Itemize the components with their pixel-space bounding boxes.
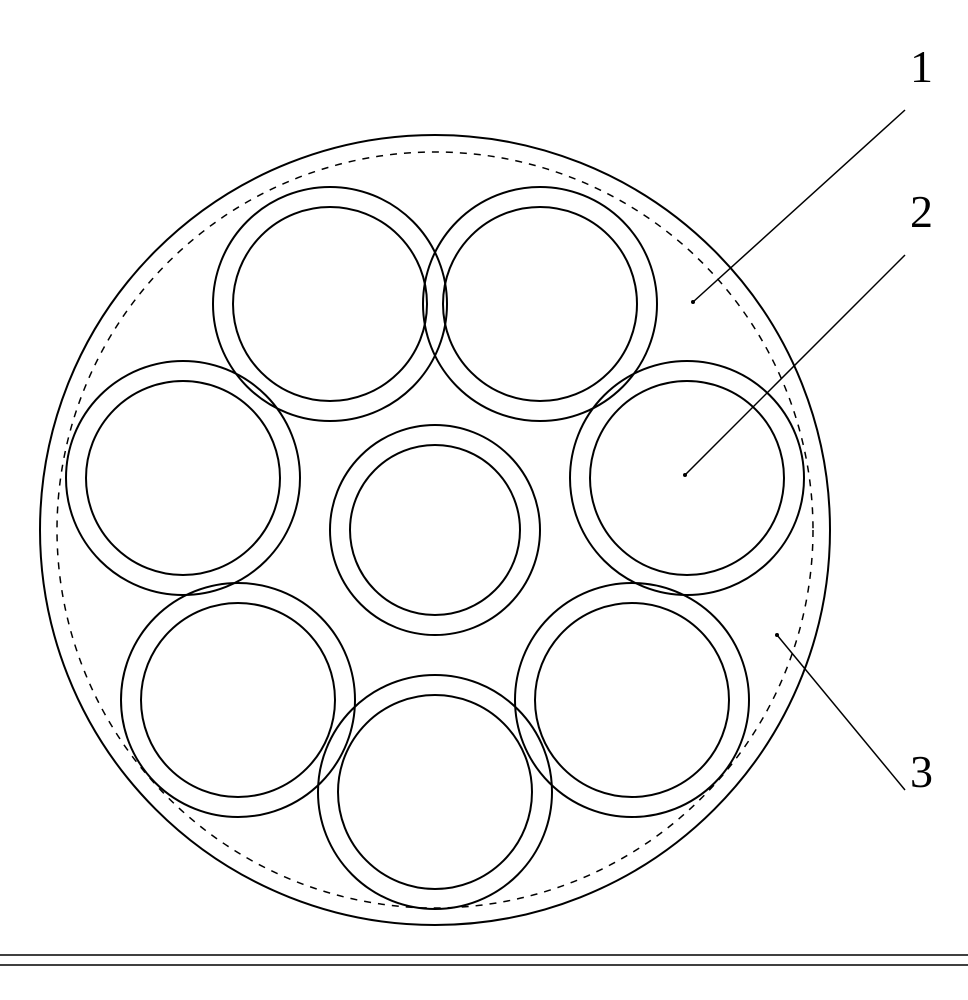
ring-holes [66, 187, 804, 909]
diagram-svg [0, 0, 968, 1000]
leader-line-1 [693, 110, 905, 302]
ring-hole-5 [121, 583, 355, 817]
leader-dot-1 [691, 300, 695, 304]
ring-hole-6 [66, 361, 300, 595]
callout-label-1: 1 [910, 40, 933, 93]
leader-line-3 [777, 635, 905, 790]
callout-label-3: 3 [910, 745, 933, 798]
leader-dot-2 [683, 473, 687, 477]
ring-hole-1 [423, 187, 657, 421]
center-hole [330, 425, 540, 635]
frame-lines [0, 955, 968, 965]
ring-hole-2 [570, 361, 804, 595]
ring-hole-0 [213, 187, 447, 421]
callout-label-2: 2 [910, 185, 933, 238]
ring-hole-3 [515, 583, 749, 817]
annotations [683, 110, 905, 790]
leader-dot-3 [775, 633, 779, 637]
ring-hole-4 [318, 675, 552, 909]
